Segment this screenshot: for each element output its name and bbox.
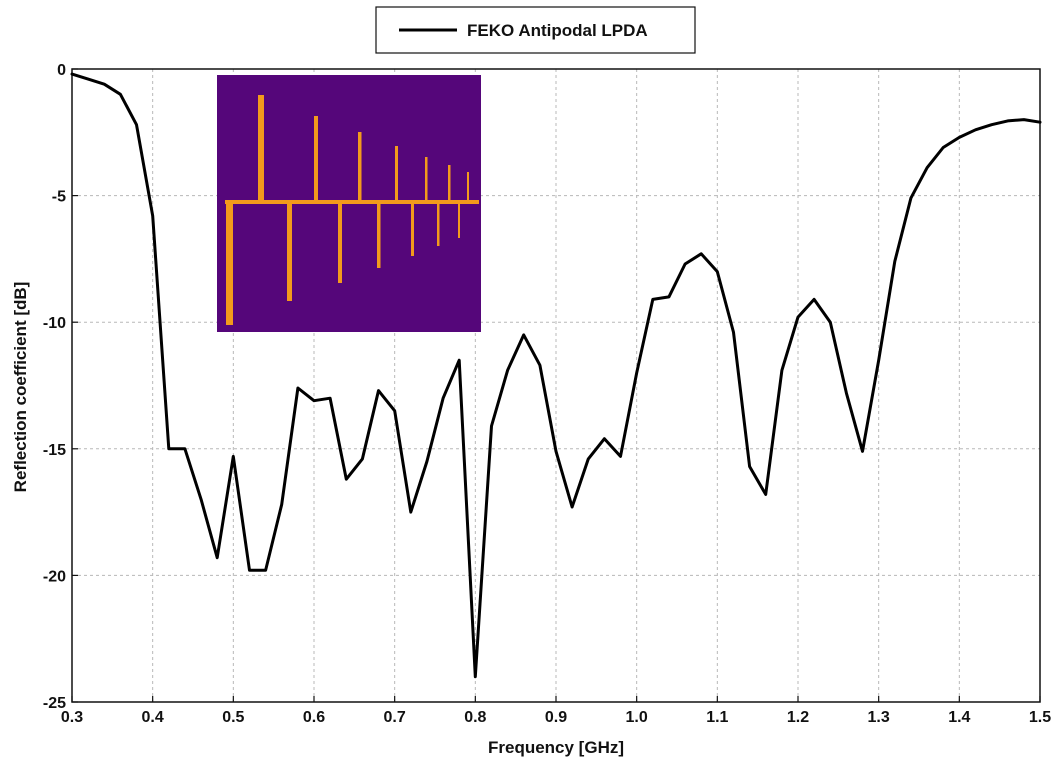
y-tick-label: 0 xyxy=(57,62,66,79)
antenna-inset-image xyxy=(217,75,481,332)
y-axis-title: Reflection coefficient [dB] xyxy=(11,282,30,493)
x-tick-label: 1.5 xyxy=(1029,709,1051,726)
inset-dipole-arm xyxy=(437,202,440,246)
x-tick-label: 1.2 xyxy=(787,709,809,726)
x-tick-label: 1.0 xyxy=(626,709,648,726)
y-tick-label: -5 xyxy=(52,189,66,206)
x-tick-label: 0.4 xyxy=(142,709,164,726)
legend: FEKO Antipodal LPDA xyxy=(376,7,695,53)
inset-dipole-arm xyxy=(287,202,292,301)
x-tick-label: 1.1 xyxy=(706,709,728,726)
inset-dipole-arm xyxy=(395,146,398,202)
y-tick-label: -10 xyxy=(43,315,66,332)
x-tick-label: 0.5 xyxy=(222,709,244,726)
y-tick-label: -25 xyxy=(43,695,66,712)
y-tick-label: -20 xyxy=(43,568,66,585)
inset-dipole-arm xyxy=(338,202,342,283)
inset-dipole-arm xyxy=(448,165,451,202)
inset-dipole-arm xyxy=(458,202,460,238)
inset-dipole-arm xyxy=(226,202,233,325)
x-axis-title: Frequency [GHz] xyxy=(488,738,624,757)
inset-dipole-arm xyxy=(377,202,381,268)
y-tick-label: -15 xyxy=(43,442,66,459)
inset-dipole-arm xyxy=(314,116,318,202)
inset-dipole-arm xyxy=(411,202,414,256)
x-tick-label: 0.8 xyxy=(464,709,486,726)
inset-dipole-arm xyxy=(425,157,428,202)
x-tick-label: 1.3 xyxy=(868,709,890,726)
x-tick-label: 0.6 xyxy=(303,709,325,726)
x-tick-label: 0.7 xyxy=(384,709,406,726)
legend-label-feko-antipodal-lpda: FEKO Antipodal LPDA xyxy=(467,21,648,40)
x-tick-label: 1.4 xyxy=(948,709,970,726)
x-tick-label: 0.9 xyxy=(545,709,567,726)
inset-dipole-arm xyxy=(467,172,469,202)
inset-dipole-arm xyxy=(358,132,362,202)
inset-dipole-arm xyxy=(258,95,264,202)
